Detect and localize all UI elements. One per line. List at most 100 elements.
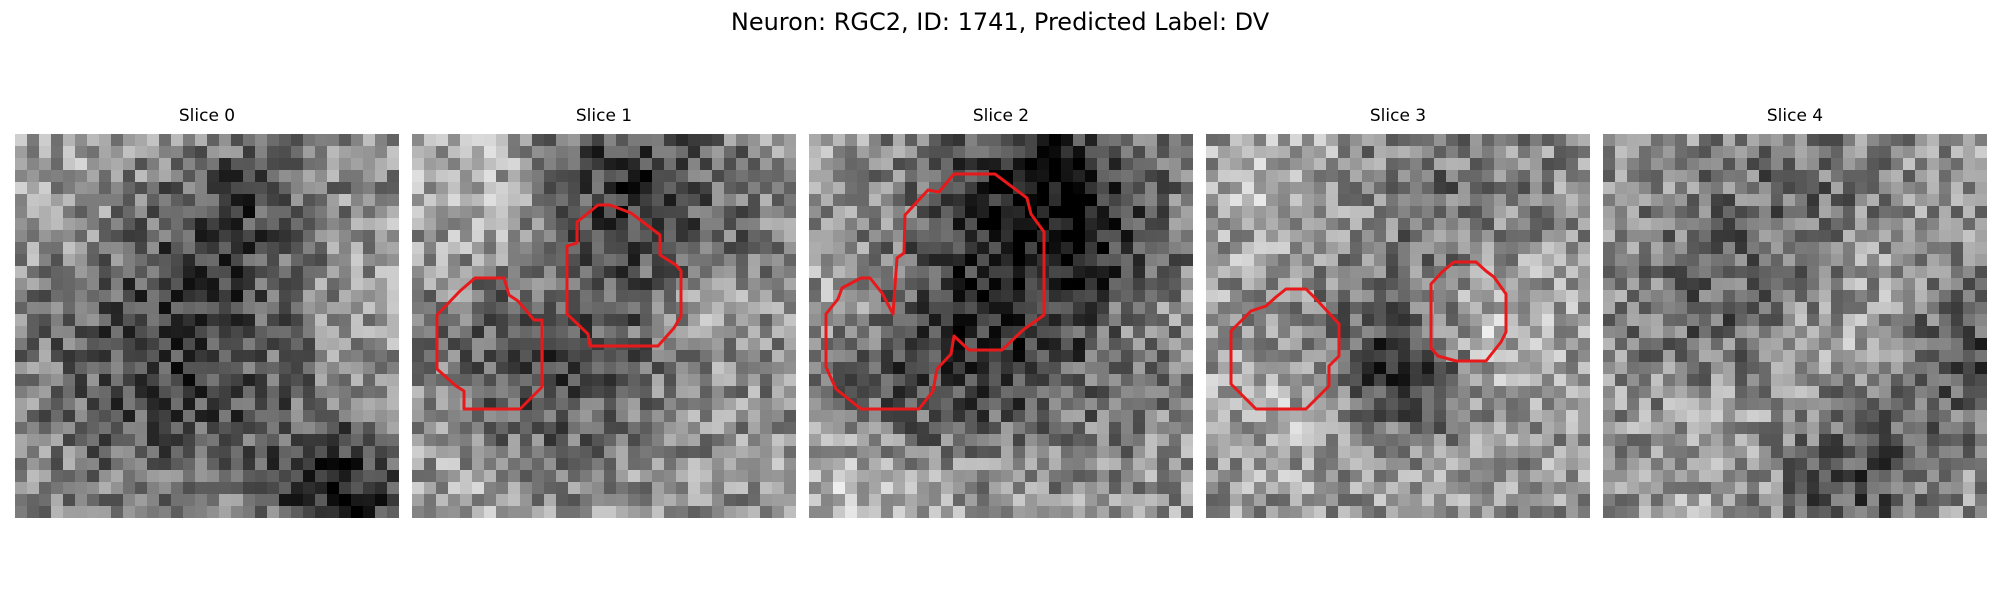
slice-pixel bbox=[953, 398, 966, 411]
slice-pixel bbox=[1338, 410, 1351, 423]
slice-pixel bbox=[1206, 506, 1219, 518]
slice-pixel bbox=[1915, 290, 1928, 303]
slice-pixel bbox=[219, 470, 232, 483]
slice-pixel bbox=[953, 278, 966, 291]
slice-pixel bbox=[1169, 290, 1182, 303]
slice-pixel bbox=[1073, 482, 1086, 495]
slice-pixel bbox=[1831, 206, 1844, 219]
slice-pixel bbox=[159, 410, 172, 423]
slice-pixel bbox=[1867, 398, 1880, 411]
slice-pixel bbox=[135, 182, 148, 195]
slice-pixel bbox=[905, 350, 918, 363]
slice-pixel bbox=[339, 410, 352, 423]
slice-pixel bbox=[135, 422, 148, 435]
slice-pixel bbox=[1025, 230, 1038, 243]
slice-pixel bbox=[1434, 338, 1447, 351]
slice-pixel bbox=[1578, 146, 1590, 159]
slice-pixel bbox=[1819, 362, 1832, 375]
slice-pixel bbox=[39, 194, 52, 207]
slice-pixel bbox=[87, 146, 100, 159]
slice-pixel bbox=[315, 266, 328, 279]
slice-pixel bbox=[327, 266, 340, 279]
slice-pixel bbox=[941, 278, 954, 291]
slice-pixel bbox=[700, 194, 713, 207]
slice-pixel bbox=[1735, 410, 1748, 423]
slice-pixel bbox=[869, 338, 882, 351]
slice-pixel bbox=[1037, 146, 1050, 159]
slice-pixel bbox=[1783, 242, 1796, 255]
slice-pixel bbox=[1458, 290, 1471, 303]
slice-pixel bbox=[532, 230, 545, 243]
slice-pixel bbox=[1242, 374, 1255, 387]
slice-pixel bbox=[460, 350, 473, 363]
slice-pixel bbox=[1783, 278, 1796, 291]
slice-pixel bbox=[1831, 398, 1844, 411]
slice-pixel bbox=[833, 494, 846, 507]
slice-pixel bbox=[1085, 194, 1098, 207]
slice-pixel bbox=[231, 362, 244, 375]
slice-pixel bbox=[1386, 362, 1399, 375]
slice-pixel bbox=[1807, 242, 1820, 255]
slice-pixel bbox=[772, 230, 785, 243]
slice-pixel bbox=[135, 506, 148, 518]
slice-pixel bbox=[748, 194, 761, 207]
slice-pixel bbox=[1554, 266, 1567, 279]
slice-pixel bbox=[207, 398, 220, 411]
slice-pixel bbox=[1651, 338, 1664, 351]
slice-pixel bbox=[700, 422, 713, 435]
slice-pixel bbox=[845, 206, 858, 219]
slice-pixel bbox=[1266, 206, 1279, 219]
slice-pixel bbox=[171, 266, 184, 279]
slice-pixel bbox=[1266, 386, 1279, 399]
slice-pixel bbox=[1169, 182, 1182, 195]
slice-pixel bbox=[1494, 218, 1507, 231]
slice-pixel bbox=[448, 422, 461, 435]
slice-pixel bbox=[63, 182, 76, 195]
slice-pixel bbox=[929, 326, 942, 339]
slice-pixel bbox=[893, 314, 906, 327]
slice-pixel bbox=[255, 470, 268, 483]
slice-pixel bbox=[1242, 206, 1255, 219]
slice-pixel bbox=[448, 470, 461, 483]
slice-pixel bbox=[1254, 146, 1267, 159]
slice-pixel bbox=[809, 398, 822, 411]
slice-pixel bbox=[339, 218, 352, 231]
slice-pixel bbox=[1639, 362, 1652, 375]
slice-pixel bbox=[111, 470, 124, 483]
slice-pixel bbox=[1458, 482, 1471, 495]
slice-pixel bbox=[1482, 434, 1495, 447]
slice-pixel bbox=[1530, 494, 1543, 507]
slice-pixel bbox=[1470, 230, 1483, 243]
slice-pixel bbox=[1338, 326, 1351, 339]
slice-pixel bbox=[1819, 218, 1832, 231]
slice-pixel bbox=[460, 446, 473, 459]
slice-pixel bbox=[1422, 290, 1435, 303]
slice-pixel bbox=[27, 158, 40, 171]
slice-pixel bbox=[387, 314, 399, 327]
slice-pixel bbox=[748, 398, 761, 411]
slice-pixel bbox=[51, 278, 64, 291]
slice-pixel bbox=[508, 362, 521, 375]
slice-pixel bbox=[1699, 350, 1712, 363]
slice-pixel bbox=[1458, 470, 1471, 483]
slice-pixel bbox=[159, 338, 172, 351]
slice-pixel bbox=[279, 506, 292, 518]
slice-pixel bbox=[688, 398, 701, 411]
slice-pixel bbox=[1218, 242, 1231, 255]
slice-pixel bbox=[616, 290, 629, 303]
slice-pixel bbox=[255, 230, 268, 243]
slice-pixel bbox=[1446, 362, 1459, 375]
slice-pixel bbox=[544, 326, 557, 339]
slice-pixel bbox=[1422, 482, 1435, 495]
slice-pixel bbox=[472, 386, 485, 399]
slice-pixel bbox=[1422, 326, 1435, 339]
slice-pixel bbox=[700, 338, 713, 351]
slice-pixel bbox=[1157, 134, 1170, 147]
slice-pixel bbox=[99, 494, 112, 507]
slice-pixel bbox=[1506, 170, 1519, 183]
slice-pixel bbox=[1458, 230, 1471, 243]
slice-pixel bbox=[1566, 422, 1579, 435]
slice-pixel bbox=[315, 314, 328, 327]
slice-pixel bbox=[1530, 206, 1543, 219]
slice-pixel bbox=[532, 206, 545, 219]
